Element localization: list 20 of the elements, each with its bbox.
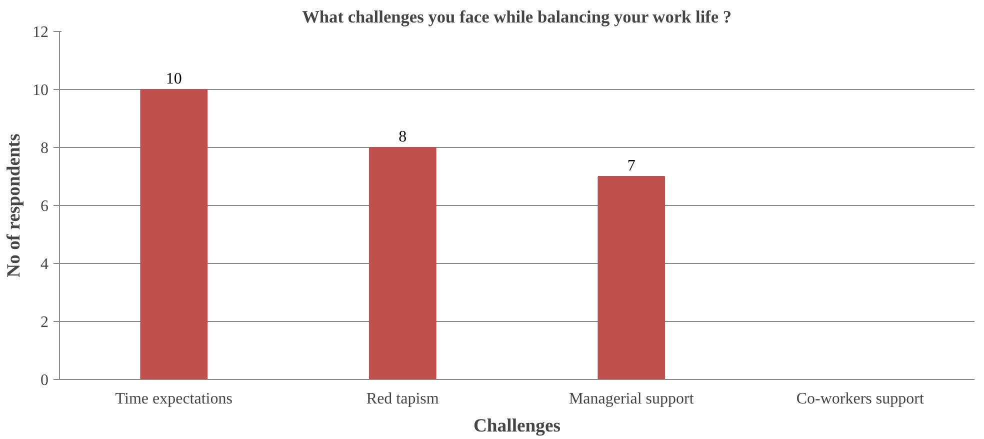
data-label: 10 (166, 70, 182, 88)
data-label: 7 (627, 158, 636, 174)
y-tick-label: 6 (40, 198, 48, 215)
y-tick-label: 12 (32, 24, 48, 41)
bar (598, 176, 666, 380)
bar (140, 89, 208, 380)
x-tick-label: Co-workers support (796, 390, 924, 408)
data-label: 8 (398, 128, 407, 146)
y-tick-label: 10 (32, 82, 48, 99)
x-tick-label: Time expectations (115, 390, 232, 408)
x-tick-label: Red tapism (366, 390, 440, 408)
y-tick-label: 2 (40, 314, 48, 331)
x-axis-title: Challenges (473, 416, 561, 436)
bar (368, 147, 436, 380)
y-tick-label: 0 (40, 372, 48, 389)
y-tick-label: 4 (40, 256, 48, 273)
chart-title: What challenges you face while balancing your work life ? (302, 8, 732, 26)
x-tick-label: Managerial support (568, 390, 694, 408)
y-tick-label: 8 (40, 140, 48, 157)
y-axis-title: No of respondents (4, 134, 24, 278)
